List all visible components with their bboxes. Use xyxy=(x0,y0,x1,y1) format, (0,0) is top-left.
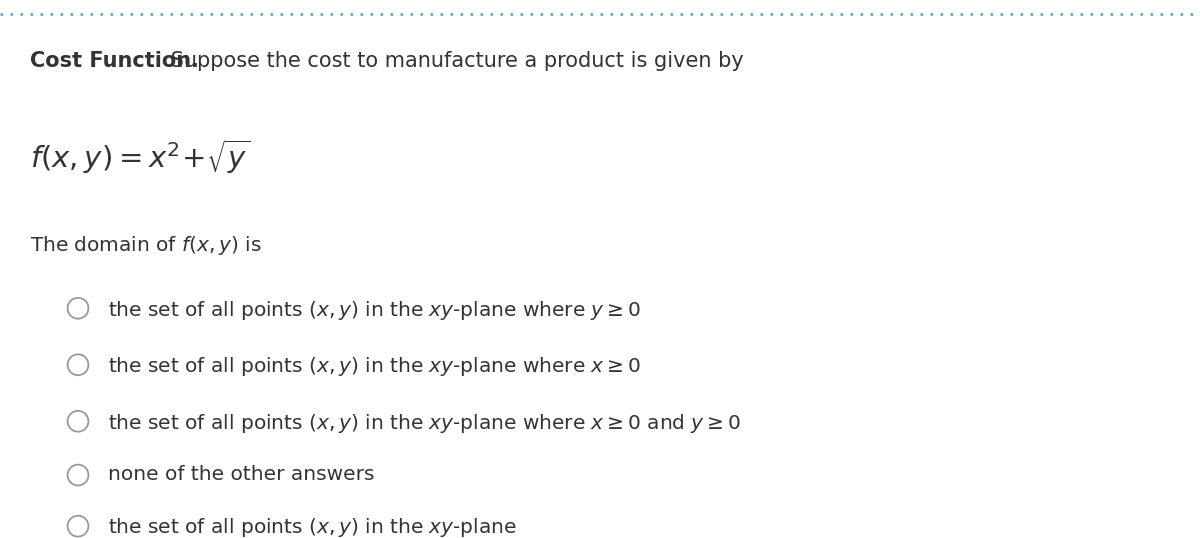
Text: the set of all points $(x,y)$ in the $xy$-plane where $y \geq 0$: the set of all points $(x,y)$ in the $xy… xyxy=(108,299,641,322)
Text: $f(x,y) = x^2\!+\!\sqrt{y}$: $f(x,y) = x^2\!+\!\sqrt{y}$ xyxy=(30,137,251,176)
Text: Cost Function.: Cost Function. xyxy=(30,51,199,71)
Text: the set of all points $(x,y)$ in the $xy$-plane where $x \geq 0$: the set of all points $(x,y)$ in the $xy… xyxy=(108,355,641,378)
Text: the set of all points $(x,y)$ in the $xy$-plane where $x \geq 0$ and $y \geq 0$: the set of all points $(x,y)$ in the $xy… xyxy=(108,412,742,435)
Text: Suppose the cost to manufacture a product is given by: Suppose the cost to manufacture a produc… xyxy=(164,51,744,71)
Text: none of the other answers: none of the other answers xyxy=(108,465,374,484)
Text: the set of all points $(x,y)$ in the $xy$-plane: the set of all points $(x,y)$ in the $xy… xyxy=(108,516,517,538)
Text: The domain of $f(x,y)$ is: The domain of $f(x,y)$ is xyxy=(30,234,262,257)
